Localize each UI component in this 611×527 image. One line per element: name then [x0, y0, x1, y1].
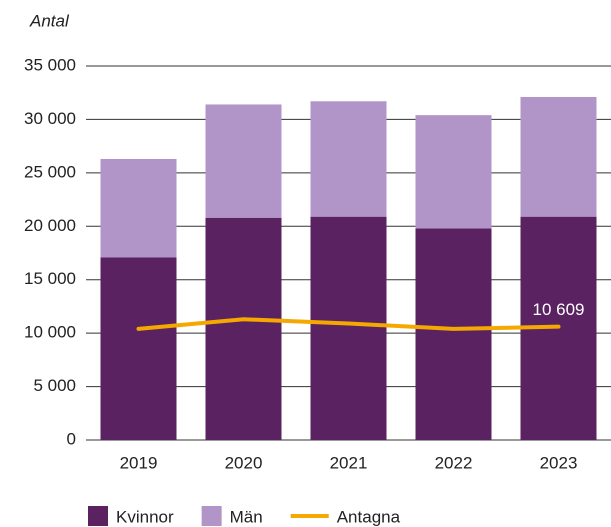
- legend-swatch: [201, 506, 222, 526]
- line-series: [136, 317, 561, 331]
- y-tick-label: 10 000: [24, 323, 76, 342]
- legend-swatch: [88, 506, 108, 526]
- y-tick-label: 0: [67, 429, 76, 448]
- bar-segment: [100, 158, 177, 258]
- y-tick-label: 20 000: [24, 216, 76, 235]
- bar-segment: [415, 115, 492, 229]
- y-axis-label: Antal: [29, 11, 70, 30]
- legend-label: Män: [230, 507, 263, 526]
- bar-segment: [205, 217, 282, 440]
- bar-segment: [205, 104, 282, 218]
- y-tick-label: 25 000: [24, 162, 76, 181]
- x-tick-label: 2019: [120, 453, 158, 472]
- x-tick-label: 2023: [540, 453, 578, 472]
- y-tick-label: 5 000: [33, 376, 76, 395]
- bar-segment: [100, 257, 177, 440]
- x-tick-label: 2021: [330, 453, 368, 472]
- legend-label: Kvinnor: [116, 507, 174, 526]
- bar-segment: [415, 228, 492, 440]
- legend-label: Antagna: [337, 507, 401, 526]
- y-tick-label: 15 000: [24, 269, 76, 288]
- bar-segment: [520, 96, 597, 217]
- bar-segment: [310, 101, 387, 217]
- bar-segment: [310, 216, 387, 440]
- data-label: 10 609: [533, 300, 585, 319]
- x-tick-label: 2020: [225, 453, 263, 472]
- y-tick-label: 30 000: [24, 109, 76, 128]
- y-tick-label: 35 000: [24, 55, 76, 74]
- x-tick-label: 2022: [435, 453, 473, 472]
